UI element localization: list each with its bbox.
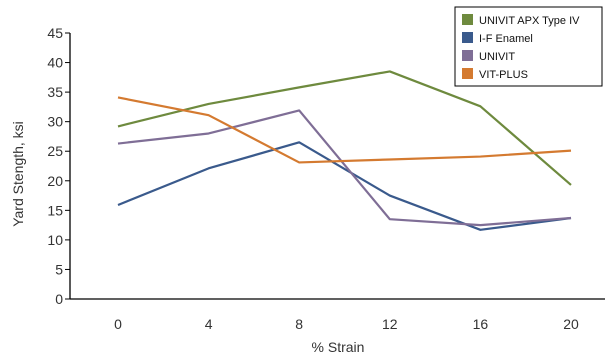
y-axis-ticks: 0 5 10 15 20 25 30 35 40 45 bbox=[47, 25, 70, 307]
y-tick-label: 10 bbox=[47, 232, 63, 248]
y-tick-label: 25 bbox=[47, 143, 63, 159]
series-line-1 bbox=[117, 141, 572, 231]
series-line-0 bbox=[117, 70, 572, 186]
series-lines bbox=[117, 70, 572, 231]
chart-legend: UNIVIT APX Type IV I-F Enamel UNIVIT VIT-PL… bbox=[454, 6, 603, 87]
y-axis-title: Yard Stength, ksi bbox=[10, 121, 26, 227]
legend-label: I-F Enamel bbox=[479, 33, 533, 45]
x-tick-label: 8 bbox=[295, 316, 303, 332]
series-line-2 bbox=[117, 109, 572, 227]
x-axis-title: % Strain bbox=[312, 339, 365, 355]
legend-swatch bbox=[462, 32, 473, 43]
y-tick-label: 15 bbox=[47, 202, 63, 218]
y-tick-label: 30 bbox=[47, 114, 63, 130]
y-tick-label: 35 bbox=[47, 84, 63, 100]
y-tick-label: 0 bbox=[55, 291, 63, 307]
x-tick-label: 0 bbox=[114, 316, 122, 332]
legend-label: UNIVIT APX Type IV bbox=[479, 15, 580, 27]
legend-swatch bbox=[462, 68, 473, 79]
y-tick-label: 40 bbox=[47, 55, 63, 71]
legend-swatch bbox=[462, 50, 473, 61]
x-tick-label: 16 bbox=[473, 316, 489, 332]
series-line-3 bbox=[117, 96, 572, 164]
legend-box bbox=[454, 6, 603, 87]
y-tick-label: 45 bbox=[47, 25, 63, 41]
legend-label: UNIVIT bbox=[479, 51, 515, 63]
x-tick-label: 4 bbox=[205, 316, 213, 332]
chart-axes bbox=[69, 33, 605, 300]
x-axis-ticks: 0 4 8 12 16 20 bbox=[114, 316, 579, 332]
legend-swatch bbox=[462, 14, 473, 25]
x-tick-label: 12 bbox=[382, 316, 398, 332]
x-tick-label: 20 bbox=[563, 316, 579, 332]
y-tick-label: 5 bbox=[55, 261, 63, 277]
y-tick-label: 20 bbox=[47, 173, 63, 189]
legend-label: VIT-PLUS bbox=[479, 69, 528, 81]
